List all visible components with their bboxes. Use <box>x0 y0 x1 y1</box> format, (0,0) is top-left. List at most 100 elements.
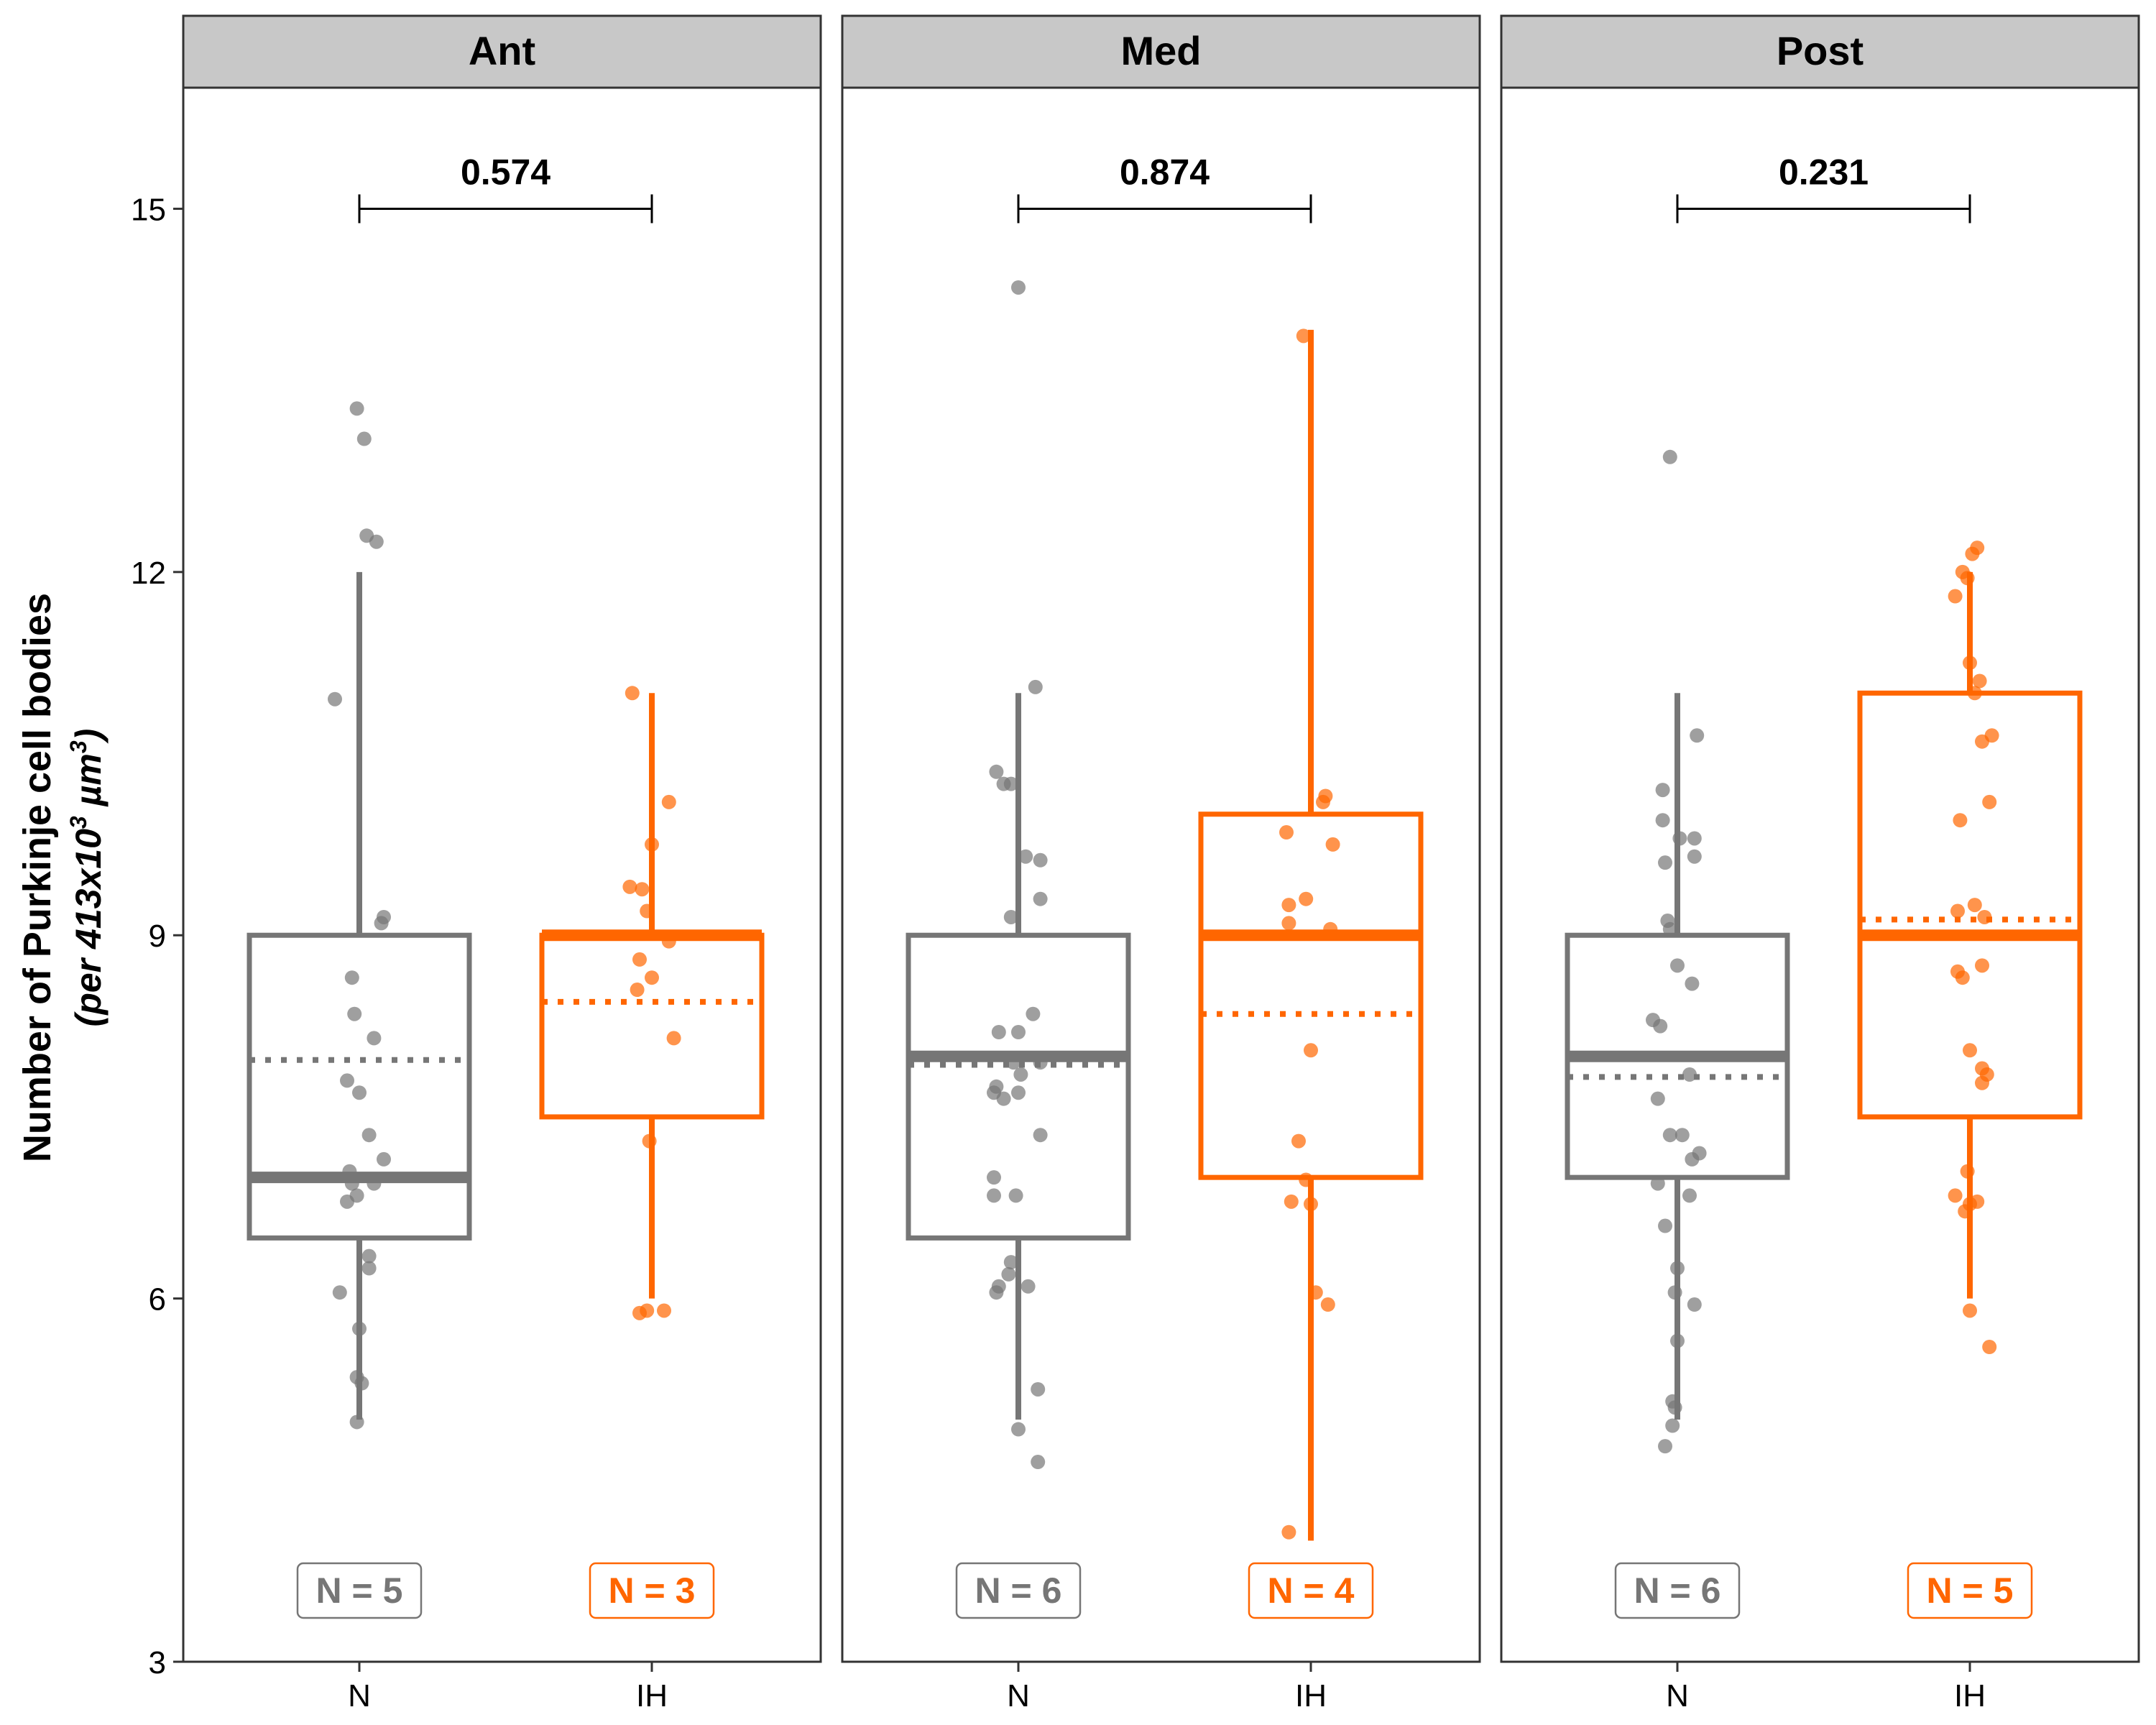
data-point <box>367 1031 382 1046</box>
sample-size-label: N = 3 <box>609 1570 696 1611</box>
data-point <box>1658 1218 1672 1233</box>
data-point <box>1650 1091 1665 1106</box>
data-point <box>1665 1418 1680 1433</box>
data-point <box>1960 1164 1975 1179</box>
data-point <box>1674 1128 1690 1143</box>
data-point <box>369 534 384 549</box>
data-point <box>622 879 637 894</box>
facet-strip <box>182 14 822 89</box>
data-point <box>645 837 659 852</box>
facet-strip-label: Ant <box>469 28 535 73</box>
data-point <box>1948 1188 1963 1203</box>
data-point <box>1967 686 1982 701</box>
plot-panel <box>1500 86 2140 1663</box>
data-point <box>640 1303 655 1318</box>
data-point <box>1963 1043 1977 1058</box>
data-point <box>661 934 676 949</box>
data-point <box>632 952 647 967</box>
data-point <box>661 794 676 809</box>
y-axis-label: Number of Purkinje cell bodies <box>16 593 59 1162</box>
data-point <box>1662 449 1677 464</box>
data-point <box>1013 1067 1028 1082</box>
data-point <box>1965 546 1980 561</box>
y-tick-label: 3 <box>149 1645 166 1680</box>
data-point <box>1299 1172 1314 1187</box>
data-point <box>1950 903 1965 919</box>
data-point <box>361 1261 377 1276</box>
facet-strip <box>841 14 1481 89</box>
data-point <box>1316 794 1330 809</box>
data-point <box>1281 916 1296 931</box>
data-point <box>642 1133 657 1149</box>
y-tick-label: 6 <box>149 1282 166 1317</box>
data-point <box>1323 921 1338 937</box>
data-point <box>1033 891 1048 906</box>
data-point <box>989 1285 1004 1300</box>
data-point <box>1296 328 1311 344</box>
data-point <box>1033 1128 1048 1143</box>
data-point <box>1028 679 1043 694</box>
x-tick-label: N <box>1007 1678 1030 1714</box>
data-point <box>635 882 650 897</box>
sample-size-label: N = 4 <box>1268 1570 1355 1611</box>
data-point <box>1658 1439 1672 1454</box>
data-point <box>1958 1204 1973 1219</box>
data-point <box>1304 1043 1318 1058</box>
sample-size-box <box>589 1562 715 1619</box>
data-point <box>1967 898 1982 913</box>
facet-panels: Ant 0.574 N = 5 N N = 3 IH Med 0.874 N = 6 N N = 4… <box>182 14 2140 1714</box>
data-point <box>377 1151 391 1167</box>
data-point <box>1982 794 1997 809</box>
facet-strip <box>1500 14 2140 89</box>
data-point <box>1667 1400 1682 1415</box>
data-point <box>349 1414 364 1430</box>
data-point <box>1011 280 1026 295</box>
data-point <box>1655 783 1670 798</box>
data-point <box>354 1376 369 1391</box>
data-point <box>332 1285 347 1300</box>
data-point <box>1008 1188 1023 1203</box>
data-point <box>344 1176 359 1191</box>
data-point <box>657 1303 671 1318</box>
data-point <box>1977 909 1992 924</box>
data-point <box>340 1194 354 1209</box>
group-ih: N = 3 IH <box>539 686 765 1714</box>
data-point <box>1948 589 1963 604</box>
box <box>247 932 472 1241</box>
data-point <box>1982 1340 1997 1354</box>
data-point <box>1685 1151 1700 1167</box>
group-n: N = 5 N <box>247 401 472 1714</box>
data-point <box>344 970 359 985</box>
group-ih: N = 5 IH <box>1857 540 2083 1714</box>
sample-size-box <box>1248 1562 1374 1619</box>
data-point <box>1003 909 1018 924</box>
data-point <box>342 1164 357 1179</box>
data-point <box>1299 891 1314 906</box>
y-axis: 15 12 9 6 3 <box>131 192 183 1680</box>
data-point <box>1975 958 1989 973</box>
data-point <box>1655 813 1670 828</box>
x-tick-label: N <box>1666 1678 1689 1714</box>
data-point <box>1972 673 1987 689</box>
data-point <box>1001 1266 1016 1282</box>
data-point <box>349 401 364 416</box>
data-point <box>1963 656 1977 671</box>
facet-panel-ant: Ant 0.574 N = 5 N N = 3 IH <box>182 14 822 1714</box>
data-point <box>666 1031 681 1046</box>
data-point <box>347 1006 362 1021</box>
data-point <box>367 1176 382 1191</box>
data-point <box>987 1188 1001 1203</box>
data-point <box>1670 1261 1685 1276</box>
group-n: N = 6 N <box>1565 449 1790 1714</box>
x-tick-label: IH <box>636 1678 668 1714</box>
sample-size-label: N = 6 <box>975 1570 1062 1611</box>
data-point <box>1682 1188 1697 1203</box>
data-point <box>987 1170 1001 1185</box>
facet-panel-post: Post 0.231 N = 6 N N = 5 IH <box>1500 14 2140 1714</box>
data-point <box>361 1248 377 1264</box>
box <box>906 932 1131 1241</box>
plot-panel <box>182 86 822 1663</box>
data-point <box>1690 728 1705 743</box>
facet-strip-label: Med <box>1121 28 1202 73</box>
data-point <box>1031 1381 1046 1397</box>
